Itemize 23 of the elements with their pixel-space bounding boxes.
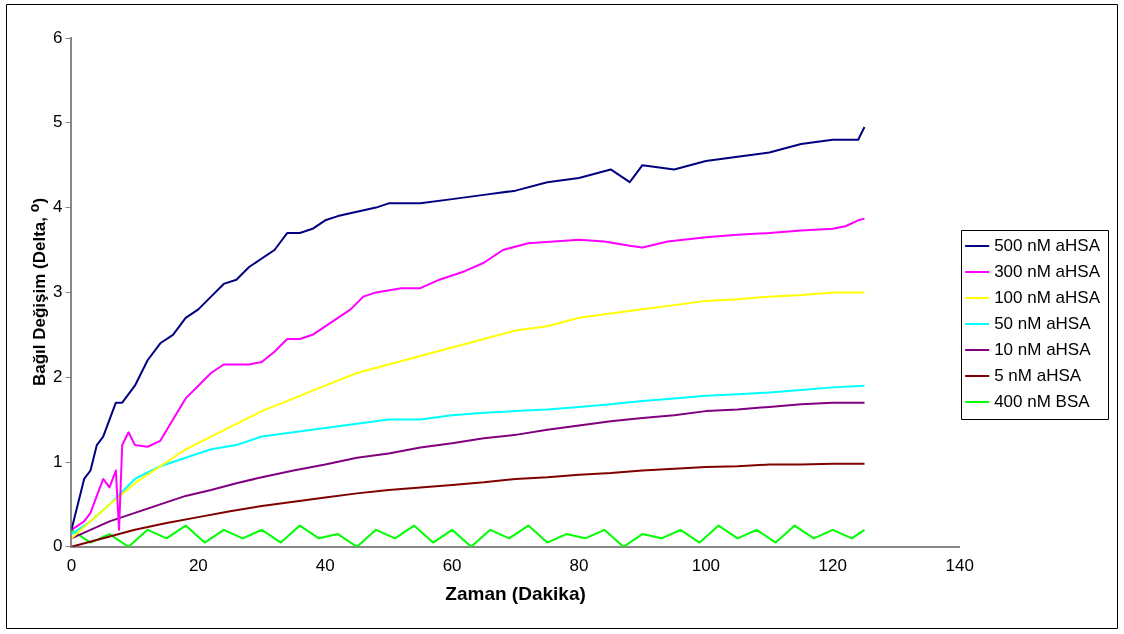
x-tick-label: 20	[188, 555, 208, 575]
x-tick-label: 100	[691, 555, 721, 575]
x-tick-label: 140	[945, 555, 974, 575]
legend-label: 400 nM BSA	[994, 391, 1091, 411]
x-tick-label: 60	[442, 555, 462, 575]
legend-label: 5 nM aHSA	[994, 365, 1082, 385]
x-tick-label: 80	[569, 555, 589, 575]
y-tick-label: 3	[52, 282, 63, 302]
y-tick-label: 6	[52, 27, 63, 47]
legend-label: 10 nM aHSA	[994, 339, 1092, 359]
legend-label: 500 nM aHSA	[994, 235, 1101, 255]
legend-label: 100 nM aHSA	[994, 287, 1101, 307]
x-tick-label: 40	[315, 555, 335, 575]
y-tick-label: 0	[52, 536, 63, 556]
x-tick-label: 0	[66, 555, 77, 575]
y-tick-label: 2	[52, 366, 63, 386]
y-tick-label: 4	[52, 197, 63, 217]
x-tick-label: 120	[818, 555, 847, 575]
legend-label: 300 nM aHSA	[994, 261, 1101, 281]
x-axis-title: Zaman (Dakika)	[445, 582, 586, 604]
y-tick-label: 1	[52, 451, 63, 471]
legend-label: 50 nM aHSA	[994, 313, 1092, 333]
y-tick-label: 5	[52, 112, 63, 132]
